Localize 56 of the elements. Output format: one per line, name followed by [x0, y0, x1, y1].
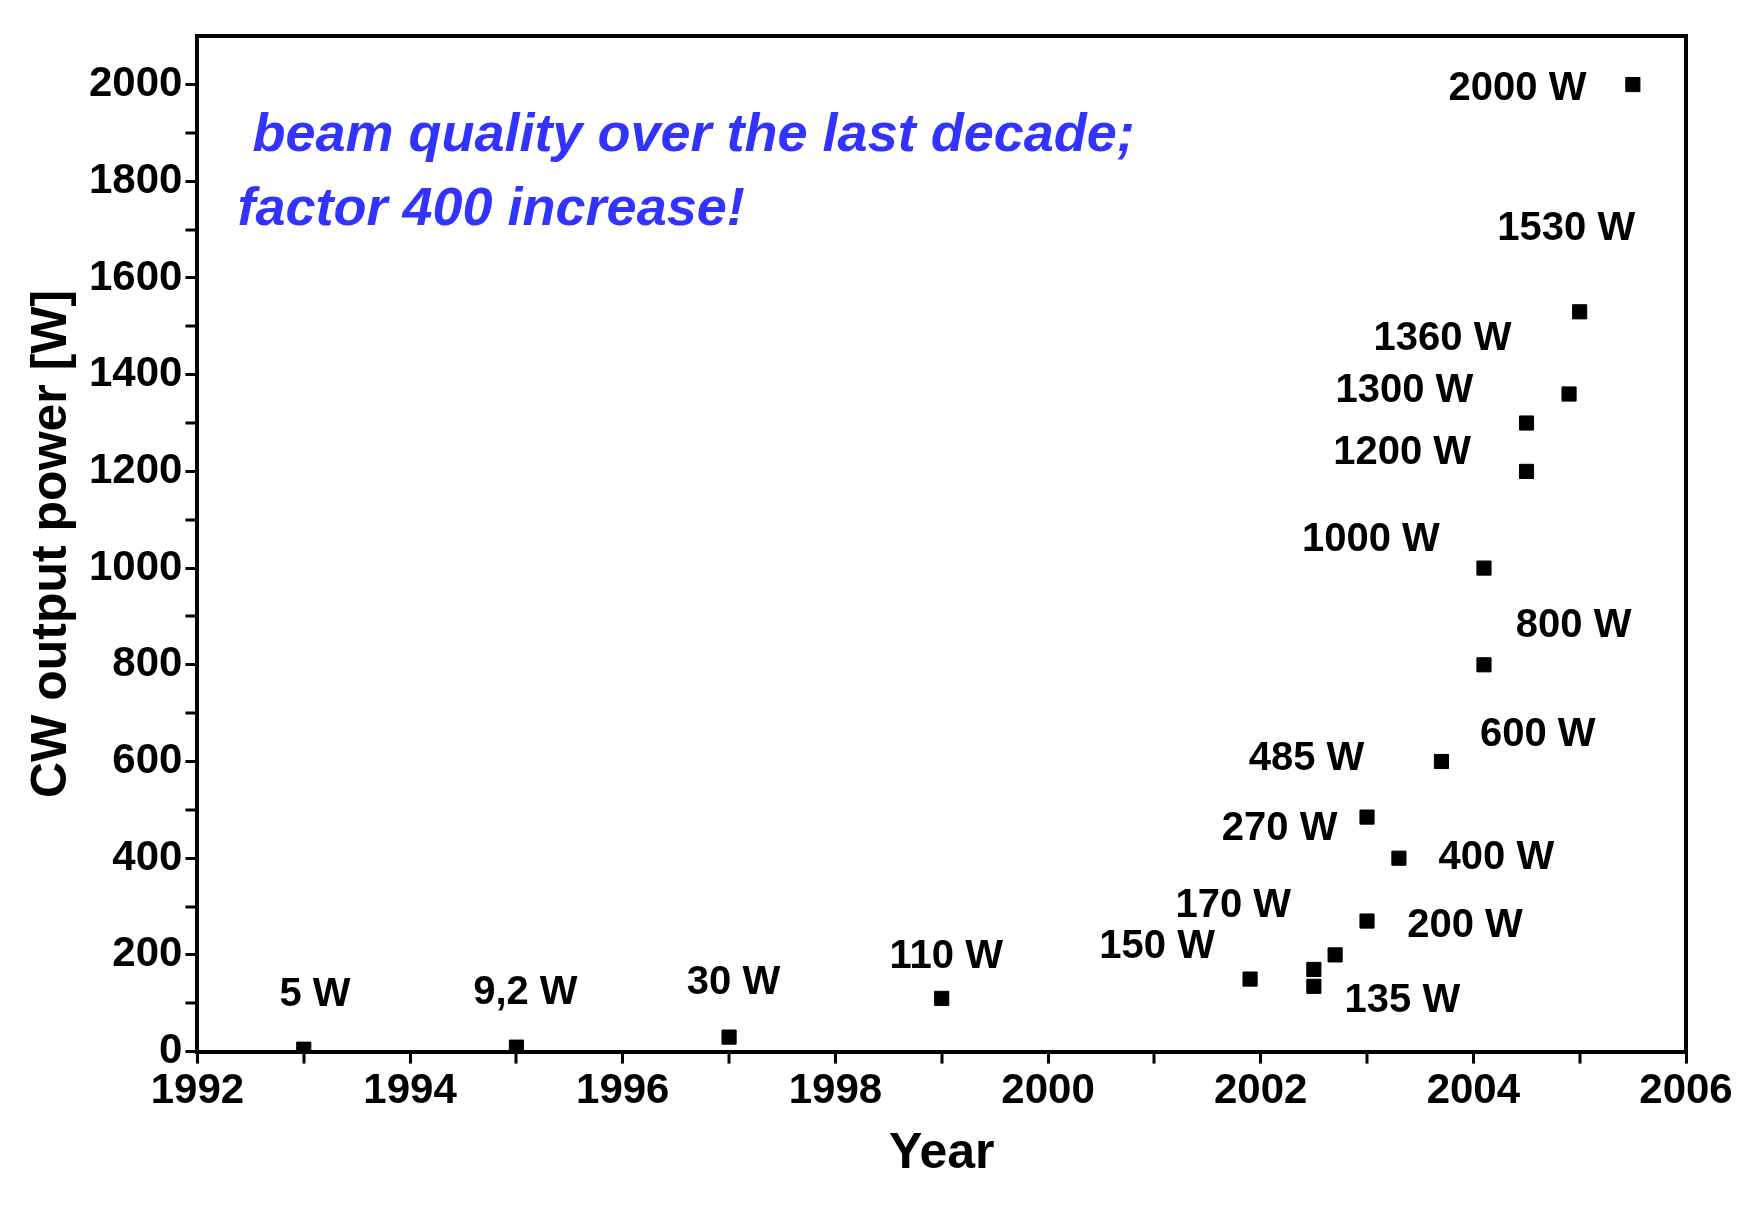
y-tick-label: 400	[112, 831, 183, 879]
point	[1518, 463, 1535, 479]
point	[1572, 304, 1588, 320]
x-tick-label: 2002	[1213, 1065, 1308, 1113]
data-label: 800 W	[1515, 600, 1632, 645]
point	[1359, 913, 1375, 929]
data-label: 400 W	[1438, 833, 1555, 878]
point	[1476, 657, 1492, 673]
point	[1359, 809, 1375, 825]
data-label: 9,2 W	[473, 968, 578, 1013]
data-label: 30 W	[686, 958, 781, 1003]
point	[1518, 415, 1535, 431]
y-tick-label: 1800	[89, 154, 183, 202]
point	[1306, 961, 1322, 977]
x-axis-title: Year	[888, 1122, 995, 1179]
point	[1242, 971, 1258, 987]
y-tick-label: 2000	[89, 58, 183, 106]
y-tick-label: 1400	[89, 348, 183, 396]
data-label: 270 W	[1221, 804, 1338, 849]
point	[1561, 386, 1577, 402]
y-tick-label: 1600	[89, 251, 183, 299]
data-label: 1200 W	[1333, 428, 1472, 473]
y-tick-label: 200	[112, 928, 183, 976]
data-label: 5 W	[279, 970, 351, 1015]
point	[1433, 753, 1450, 770]
x-tick-label: 2004	[1426, 1065, 1521, 1113]
y-tick-label: 600	[112, 735, 183, 783]
data-label: 485 W	[1248, 733, 1365, 778]
data-label: 600 W	[1479, 709, 1596, 754]
y-axis-title: CW output power [W]	[20, 289, 77, 798]
x-tick-label: 2000	[1001, 1065, 1095, 1113]
data-label: 1530 W	[1497, 203, 1636, 248]
y-tick-label: 1000	[89, 541, 183, 589]
data-label: 110 W	[889, 932, 1004, 976]
point	[508, 1039, 524, 1052]
point	[1327, 947, 1343, 963]
point	[1476, 560, 1492, 576]
x-tick-label: 1996	[576, 1065, 670, 1113]
data-label: 1000 W	[1301, 515, 1441, 560]
data-label: 200 W	[1407, 900, 1524, 945]
annotation: beam quality over the last decade;	[237, 102, 1135, 163]
point	[1306, 978, 1322, 994]
annotation: factor 400 increase!	[237, 176, 745, 237]
point	[1391, 850, 1407, 866]
point	[721, 1029, 737, 1045]
x-tick-label: 1998	[788, 1065, 883, 1113]
point	[934, 990, 950, 1006]
x-tick-label: 2006	[1639, 1065, 1733, 1113]
x-tick-label: 1994	[363, 1065, 458, 1113]
data-label: 2000 W	[1448, 64, 1587, 109]
data-label: 1300 W	[1335, 365, 1474, 410]
data-label: 1360 W	[1373, 314, 1512, 359]
point	[1625, 76, 1641, 93]
data-label: 135 W	[1344, 975, 1461, 1020]
y-tick-label: 800	[112, 638, 183, 686]
y-tick-label: 1200	[89, 444, 183, 492]
